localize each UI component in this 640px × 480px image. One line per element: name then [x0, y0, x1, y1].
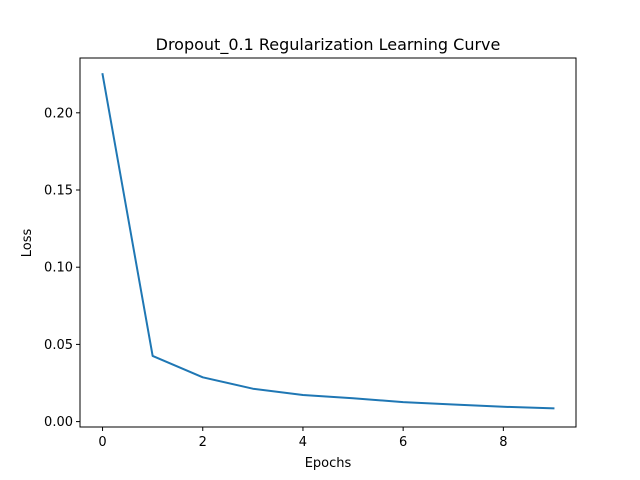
- plot-area-frame: [79, 57, 577, 428]
- y-tick-label: 0.10: [44, 261, 73, 276]
- y-tick-label: 0.00: [44, 415, 73, 430]
- x-tick-label: 2: [199, 435, 207, 450]
- x-axis-ticks: 0 2 4 6 8: [98, 427, 507, 450]
- loss-series-line: [101, 73, 555, 410]
- x-tick-label: 0: [98, 435, 106, 450]
- x-tick-label: 8: [499, 435, 507, 450]
- x-axis-label: Epochs: [305, 456, 352, 471]
- y-tick-label: 0.15: [44, 184, 73, 199]
- x-tick-label: 4: [299, 435, 307, 450]
- y-axis-label: Loss: [20, 229, 35, 258]
- y-tick-label: 0.05: [44, 338, 73, 353]
- series-layer: [101, 73, 555, 410]
- x-tick-label: 6: [399, 435, 407, 450]
- y-tick-label: 0.20: [44, 106, 73, 121]
- y-axis-ticks: 0.00 0.05 0.10 0.15 0.20: [44, 106, 80, 430]
- chart-title: Dropout_0.1 Regularization Learning Curv…: [156, 35, 501, 55]
